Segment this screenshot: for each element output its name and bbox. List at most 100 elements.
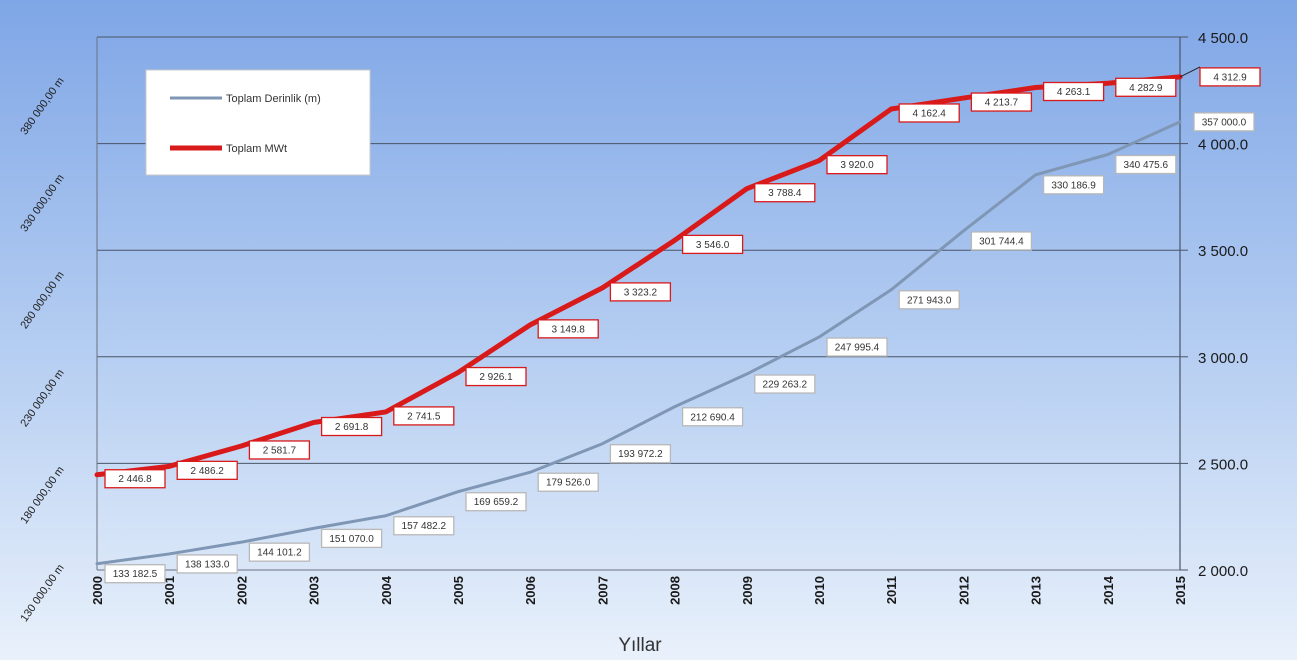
data-label-box — [681, 234, 744, 255]
data-label-box — [826, 337, 888, 357]
data-label-text: 2 741.5 — [407, 411, 441, 422]
right-axis-tick-label: 4 500.0 — [1198, 30, 1248, 47]
data-label: 169 659.2 — [465, 492, 527, 512]
x-axis-tick-label: 2006 — [523, 576, 538, 605]
right-axis-tick-label: 3 000.0 — [1198, 350, 1248, 367]
x-axis-tick-label: 2001 — [162, 576, 177, 605]
data-label-text: 2 446.8 — [118, 474, 152, 485]
data-label-box — [970, 231, 1033, 251]
data-label-box — [1042, 81, 1105, 102]
data-label-box — [970, 92, 1033, 112]
data-label: 212 690.4 — [681, 407, 744, 427]
data-label-text: 2 581.7 — [263, 445, 297, 456]
data-label: 2 486.2 — [176, 460, 238, 480]
data-label-box — [393, 406, 455, 426]
series-line-derinlik — [95, 120, 1182, 566]
data-label: 151 070.0 — [320, 528, 383, 549]
data-label: 271 943.0 — [898, 290, 960, 310]
x-axis-tick-label: 2003 — [307, 576, 322, 605]
data-label: 157 482.2 — [393, 516, 455, 536]
data-label-text: 144 101.2 — [257, 548, 302, 559]
data-label-box — [898, 103, 960, 123]
data-label-text: 3 788.4 — [768, 188, 802, 199]
data-label-text: 157 482.2 — [402, 521, 447, 532]
data-label: 2 691.8 — [320, 416, 383, 437]
data-labels: 133 182.5 138 133.0 144 101.2 151 070.0 157 … — [104, 66, 1261, 584]
data-label-text: 330 186.9 — [1051, 180, 1096, 191]
legend-label-derinlik: Toplam Derinlik (m) — [226, 93, 321, 105]
data-label-text: 3 149.8 — [552, 324, 586, 335]
data-label: 4 282.9 — [1115, 77, 1177, 97]
data-label: 301 744.4 — [970, 231, 1033, 251]
data-label-box — [176, 460, 238, 480]
data-label-box — [465, 492, 527, 512]
data-label-box — [320, 528, 383, 549]
right-axis-tick-label: 2 000.0 — [1198, 563, 1248, 580]
data-label-box — [1115, 154, 1177, 175]
x-axis-tick-label: 2002 — [234, 576, 249, 605]
legend-box — [145, 69, 371, 176]
data-label-box — [1193, 112, 1255, 132]
x-axis-tick-label: 2005 — [451, 576, 466, 605]
data-label-box — [104, 469, 166, 489]
data-label: 4 213.7 — [970, 92, 1033, 112]
data-label-text: 4 282.9 — [1129, 83, 1163, 94]
data-label: 144 101.2 — [248, 542, 311, 562]
data-label-box — [826, 155, 888, 175]
x-axis-tick-label: 2004 — [379, 575, 394, 605]
right-axis-tick-label: 4 000.0 — [1198, 137, 1248, 154]
data-label-text: 229 263.2 — [763, 380, 808, 391]
data-label-box — [609, 282, 672, 302]
data-label-box — [1199, 67, 1261, 87]
right-axis-tick-label: 3 500.0 — [1198, 243, 1248, 260]
data-label-text: 193 972.2 — [618, 449, 663, 460]
data-label-text: 2 926.1 — [479, 372, 513, 383]
data-label-text: 301 744.4 — [979, 236, 1024, 247]
data-label: 4 312.9 — [1199, 67, 1261, 87]
data-label-text: 4 162.4 — [913, 108, 947, 119]
data-label-text: 212 690.4 — [690, 412, 735, 423]
x-axis-tick-label: 2009 — [740, 576, 755, 605]
data-label-box — [104, 564, 166, 584]
data-label: 2 581.7 — [248, 440, 311, 460]
x-axis-tick-label: 2011 — [884, 576, 899, 604]
data-label: 3 323.2 — [609, 282, 672, 302]
x-axis-title: Yıllar — [618, 635, 662, 656]
data-label-text: 3 323.2 — [624, 287, 658, 298]
data-label-text: 3 546.0 — [696, 240, 730, 251]
data-label-text: 2 691.8 — [335, 422, 369, 433]
data-label-box — [537, 319, 599, 339]
data-label: 2 926.1 — [465, 366, 527, 387]
x-axis-tick-label: 2014 — [1101, 575, 1116, 605]
data-label-text: 340 475.6 — [1124, 160, 1169, 171]
data-label: 3 546.0 — [681, 234, 744, 255]
data-label: 2 741.5 — [393, 406, 455, 426]
data-label-box — [176, 554, 238, 574]
data-label: 4 162.4 — [898, 103, 960, 123]
x-axis-tick-label: 2008 — [668, 576, 683, 605]
x-axis-tick-label: 2013 — [1029, 576, 1044, 605]
data-label-text: 4 312.9 — [1213, 72, 1247, 83]
data-label-text: 271 943.0 — [907, 295, 952, 306]
data-label-box — [754, 183, 816, 203]
data-label: 138 133.0 — [176, 554, 238, 574]
data-label-box — [1042, 175, 1105, 195]
data-label-text: 179 526.0 — [546, 478, 591, 489]
data-label-text: 133 182.5 — [113, 569, 158, 580]
data-label-box — [681, 407, 744, 427]
data-label-box — [1115, 77, 1177, 97]
data-label-text: 4 263.1 — [1057, 87, 1091, 98]
x-axis-tick-label: 2015 — [1173, 576, 1188, 605]
data-label-text: 247 995.4 — [835, 343, 880, 354]
data-label: 193 972.2 — [609, 444, 672, 464]
label-leader-line — [1179, 66, 1201, 78]
data-label-box — [898, 290, 960, 310]
x-axis-tick-label: 2000 — [90, 576, 105, 605]
right-axis-tick-label: 2 500.0 — [1198, 456, 1248, 473]
data-label: 247 995.4 — [826, 337, 888, 357]
x-axis-tick-label: 2010 — [812, 576, 827, 605]
data-label-text: 151 070.0 — [329, 534, 374, 545]
data-label-box — [393, 516, 455, 536]
data-label: 179 526.0 — [537, 472, 599, 492]
legend: Toplam Derinlik (m) Toplam MWt — [145, 69, 371, 176]
